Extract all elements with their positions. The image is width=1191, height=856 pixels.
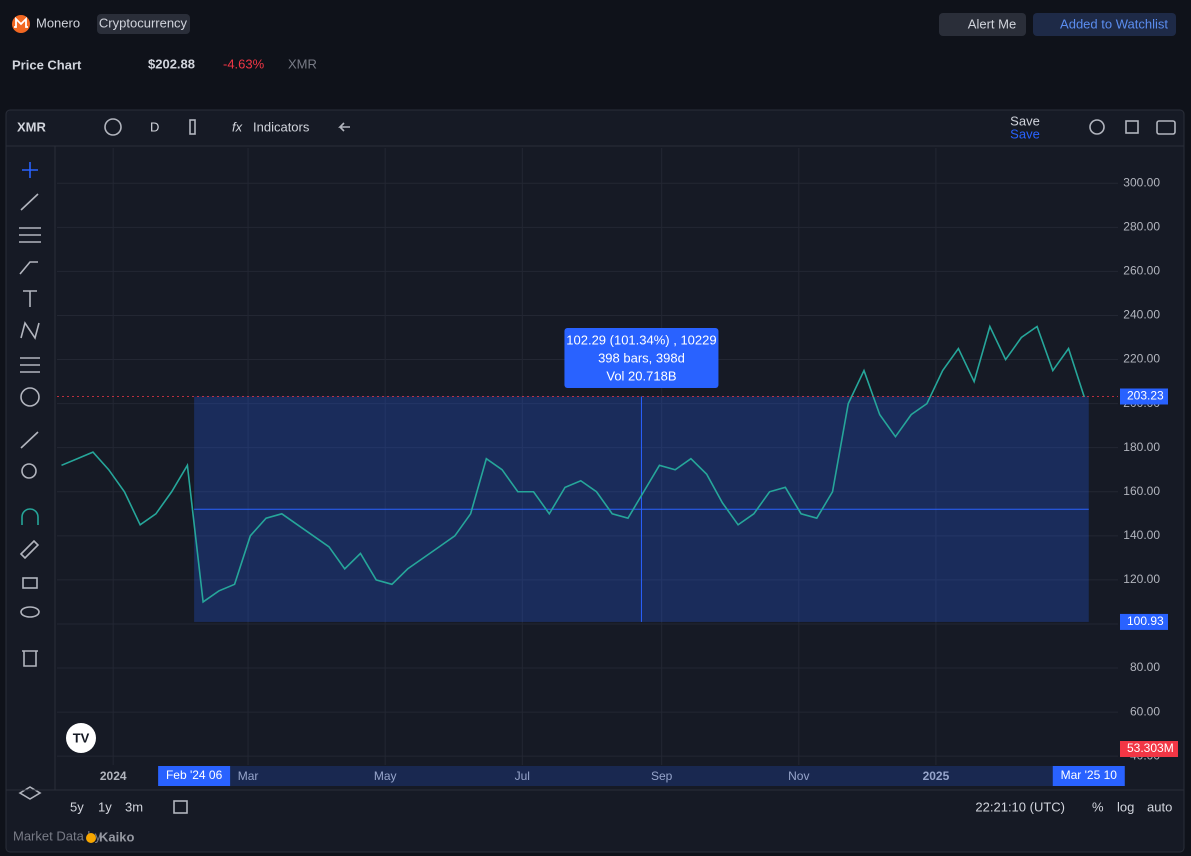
brush-tool[interactable] <box>19 261 38 275</box>
y-tick-label: 160.00 <box>1123 484 1160 498</box>
camera[interactable] <box>1156 120 1176 135</box>
watchlist-button[interactable] <box>1033 13 1176 36</box>
magnet-tool[interactable] <box>21 508 39 525</box>
toolbar-symbol[interactable]: XMR <box>17 119 47 134</box>
date-label: Feb '24 06 <box>166 768 223 782</box>
settings[interactable] <box>1089 119 1105 135</box>
hide-tool[interactable] <box>20 606 40 618</box>
line-tool[interactable] <box>20 193 39 211</box>
y-tick-label: 240.00 <box>1123 308 1160 322</box>
drawing-tools <box>18 162 42 800</box>
price: $202.88 <box>148 56 195 71</box>
save[interactable]: Save <box>1010 113 1040 128</box>
plot-area <box>57 148 1118 765</box>
cursor-tool[interactable] <box>22 162 38 178</box>
tv-logo-text: TV <box>73 730 90 745</box>
fib-tool[interactable] <box>19 227 41 243</box>
x-tick-label: May <box>374 769 397 783</box>
measure-info-bg <box>564 328 719 388</box>
change: -4.63% <box>223 56 265 71</box>
provider: Kaiko <box>99 829 134 844</box>
x-tick-label: Sep <box>651 769 673 783</box>
y-tick-label: 60.00 <box>1130 704 1160 718</box>
price-line <box>61 324 1086 604</box>
x-tick-label: 2025 <box>923 769 950 783</box>
y-tick-label: 300.00 <box>1123 175 1160 189</box>
ruler-tool[interactable] <box>20 431 39 449</box>
pattern-tool[interactable] <box>20 321 40 340</box>
x-tick-label: Mar <box>238 769 259 783</box>
page-title: Price Chart <box>12 57 82 72</box>
price-label: 203.23 <box>1127 389 1164 403</box>
range-5y[interactable]: 5y <box>70 799 84 814</box>
brand: Monero <box>36 15 80 30</box>
tv-logo <box>66 723 96 753</box>
measure-info: 102.29 (101.34%) , 10229 <box>566 332 716 347</box>
undo[interactable] <box>338 122 350 132</box>
range-1y[interactable]: 1y <box>98 799 112 814</box>
save-sub[interactable]: Save <box>1010 126 1040 141</box>
alert-button[interactable] <box>939 13 1026 36</box>
measure-axis-band <box>194 766 1089 786</box>
logo-mark <box>14 16 28 28</box>
price-label-bg <box>1120 388 1168 405</box>
clock: 22:21:10 (UTC) <box>975 799 1065 814</box>
trash-tool[interactable] <box>22 650 38 667</box>
range-3m[interactable]: 3m <box>125 799 143 814</box>
candle-icon[interactable] <box>189 119 196 135</box>
volume-label-bg <box>1120 741 1178 757</box>
measure-info: 398 bars, 398d <box>598 350 685 365</box>
emoji-tool[interactable] <box>20 387 40 407</box>
volume-label: 53.303M <box>1127 741 1174 755</box>
fullscreen[interactable] <box>1125 120 1139 134</box>
watchlist-label[interactable]: Added to Watchlist <box>1060 16 1168 31</box>
x-tick-label: Nov <box>788 769 809 783</box>
indicators[interactable]: Indicators <box>253 119 310 134</box>
log-toggle[interactable]: log <box>1117 799 1134 814</box>
y-tick-label: 260.00 <box>1123 264 1160 278</box>
y-tick-label: 120.00 <box>1123 572 1160 586</box>
interval[interactable]: D <box>150 119 159 134</box>
y-tick-label: 180.00 <box>1123 440 1160 454</box>
y-tick-label: 80.00 <box>1130 660 1160 674</box>
date-range-icon[interactable] <box>173 800 188 814</box>
percent-toggle[interactable]: % <box>1092 799 1104 814</box>
date-label-bg <box>1052 766 1125 786</box>
text-tool[interactable] <box>23 290 37 307</box>
y-tick-label: 280.00 <box>1123 220 1160 234</box>
kaiko-logo <box>86 833 96 843</box>
zoom-tool[interactable] <box>21 463 37 479</box>
lock-draw-tool[interactable] <box>19 539 40 560</box>
badge-bg <box>97 14 190 34</box>
credit: Market Data by <box>13 828 102 843</box>
price-label-bg <box>1120 613 1168 630</box>
fx-icon[interactable]: fx <box>232 119 243 134</box>
auto-toggle[interactable]: auto <box>1147 799 1172 814</box>
y-tick-label: 140.00 <box>1123 528 1160 542</box>
plot: 40.0060.0080.00100.00120.00140.00160.001… <box>57 148 1178 786</box>
date-label-bg <box>158 766 231 786</box>
lock-tool[interactable] <box>22 577 38 589</box>
layers-tool[interactable] <box>18 786 42 800</box>
alert-label[interactable]: Alert Me <box>968 16 1016 31</box>
symbol: XMR <box>288 56 317 71</box>
add-icon[interactable] <box>104 118 122 136</box>
price-label: 100.93 <box>1127 614 1164 628</box>
badge: Cryptocurrency <box>99 15 188 30</box>
date-label: Mar '25 10 <box>1061 768 1118 782</box>
measure-info: Vol 20.718B <box>606 368 676 383</box>
y-tick-label: 220.00 <box>1123 352 1160 366</box>
x-tick-label: Jul <box>515 769 530 783</box>
x-tick-label: 2024 <box>100 769 127 783</box>
forecast-tool[interactable] <box>20 357 40 373</box>
